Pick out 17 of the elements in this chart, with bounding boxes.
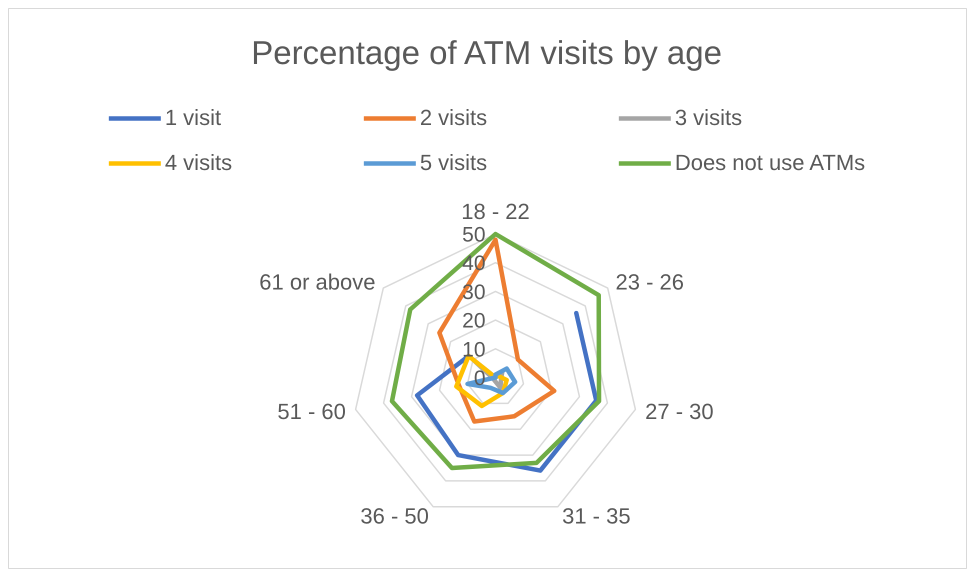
legend-label: 2 visits <box>420 105 488 131</box>
chart-title: Percentage of ATM visits by age <box>251 34 722 71</box>
spoke-label: 23 - 26 <box>616 269 684 294</box>
spoke-label: 61 or above <box>259 269 376 294</box>
y-tick-label: 50 <box>462 224 486 246</box>
y-tick-label: 10 <box>462 338 486 362</box>
spoke-label: 51 - 60 <box>277 399 346 424</box>
legend-label: Does not use ATMs <box>674 150 866 176</box>
spoke-label: 36 - 50 <box>360 503 429 528</box>
legend-label: 5 visits <box>420 150 488 176</box>
legend-label: 3 visits <box>674 105 744 131</box>
spoke-label: 27 - 30 <box>645 399 714 424</box>
legend-label: 1 visit <box>164 105 222 131</box>
y-tick-label: 20 <box>462 310 486 333</box>
spoke-label: 31 - 35 <box>562 503 631 528</box>
legend-label: 4 visits <box>164 150 234 176</box>
spoke-label: 18 - 22 <box>461 199 530 224</box>
